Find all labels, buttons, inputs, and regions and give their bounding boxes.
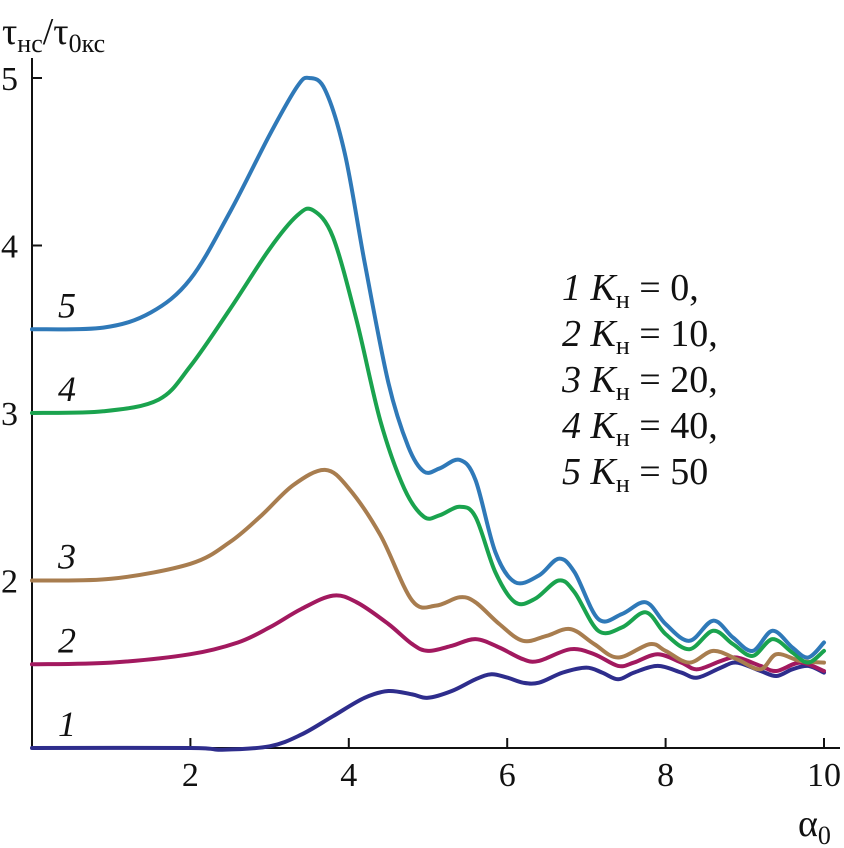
y-axis-title-sub: 0кс [69,29,106,58]
series-label-2: 2 [58,620,76,660]
legend-entry-number: 4 K [562,405,618,447]
x-tick-label: 10 [807,757,841,794]
series-line-2 [30,593,826,674]
legend-entry-value: = 50 [630,451,708,493]
y-tick-label: 3 [1,396,18,433]
series-line-4 [30,206,826,665]
series-label-4: 4 [58,369,76,409]
curves [30,75,826,752]
x-tick-label: 4 [340,757,357,794]
x-axis-title: α0 [798,803,831,848]
legend-entry-value: = 40, [630,405,718,447]
curve-labels: 1 2 3 4 5 [57,285,76,744]
series-label-1: 1 [58,704,76,744]
y-axis-title: τнс/τ0кс [2,11,105,58]
series-line-3 [30,467,826,672]
legend-entry-value: = 20, [630,359,718,401]
legend-entry-2: 2 Kн = 10, [562,313,718,360]
y-tick-label: 5 [1,61,18,98]
x-tick-label: 2 [182,757,199,794]
legend-entry-1: 1 Kн = 0, [562,267,699,314]
x-tick-label: 8 [657,757,674,794]
series-line-1 [30,660,826,752]
y-axis-title-part: /τ [43,11,69,53]
legend-entry-subscript: н [616,377,630,406]
legend: 1 Kн = 0,2 Kн = 10,3 Kн = 20,4 Kн = 40,5… [561,267,718,498]
y-tick-label: 4 [1,229,18,266]
y-axis-title-sub: нс [17,29,42,58]
x-tick-label: 6 [499,757,516,794]
y-tick-label: 2 [1,564,18,601]
legend-entry-3: 3 Kн = 20, [561,359,718,406]
series-label-5: 5 [58,285,76,325]
legend-entry-value: = 0, [630,267,699,309]
legend-entry-subscript: н [616,423,630,452]
ticks: 2 4 6 8 10 2 3 4 5 [1,61,841,794]
legend-entry-number: 3 K [561,359,618,401]
legend-entry-number: 1 K [562,267,618,309]
legend-entry-number: 2 K [562,313,618,355]
y-axis-title-part: τ [2,11,17,53]
x-axis-title-part: α [798,803,818,845]
legend-entry-number: 5 K [562,451,618,493]
legend-entry-subscript: н [616,331,630,360]
series-line-5 [30,75,826,660]
legend-entry-value: = 10, [630,313,718,355]
legend-entry-5: 5 Kн = 50 [562,451,708,498]
legend-entry-subscript: н [616,469,630,498]
x-axis-title-sub: 0 [818,821,831,848]
legend-entry-subscript: н [616,285,630,314]
legend-entry-4: 4 Kн = 40, [562,405,718,452]
series-label-3: 3 [57,537,76,577]
